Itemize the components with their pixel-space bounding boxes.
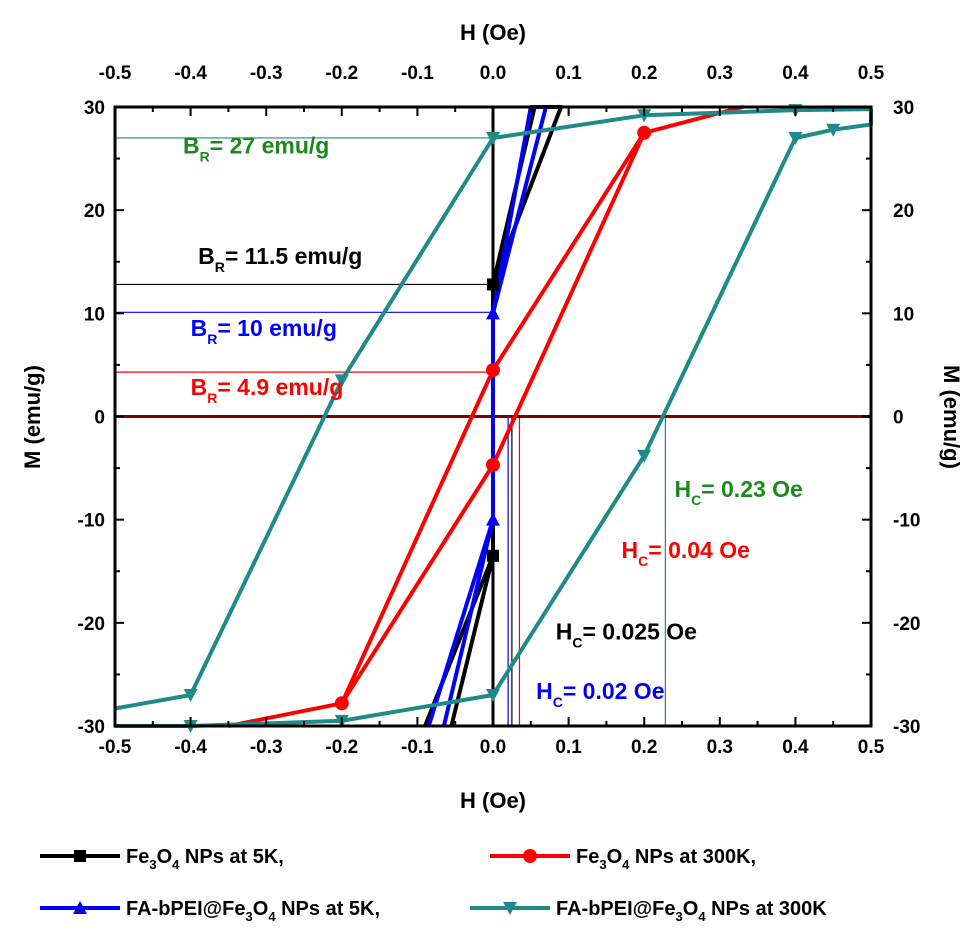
x-tick-label-bottom-5: 0.0 (480, 737, 506, 758)
series-3-marker-8 (486, 689, 500, 703)
x-tick-label-bottom-0: -0.5 (99, 737, 132, 758)
x-tick-label-bottom-10: 0.5 (858, 737, 885, 758)
y-tick-label-left-6: 30 (84, 98, 105, 119)
x-tick-label-top-9: 0.4 (782, 63, 809, 84)
annotation-2: BR= 10 emu/g (191, 315, 337, 347)
x-tick-label-top-3: -0.2 (325, 63, 358, 84)
series-3-marker-2 (486, 131, 500, 145)
y-tick-label-right-2: -10 (893, 511, 920, 532)
annotations: BR= 27 emu/g BR= 11.5 emu/g BR= 10 emu/g BR… (183, 132, 803, 710)
annotation-7: HC= 0.02 Oe (536, 678, 664, 710)
y-tick-label-left-4: 10 (84, 304, 105, 325)
y-tick-label-right-1: -20 (893, 614, 920, 635)
y-tick-label-left-1: -20 (78, 614, 105, 635)
x-axis-bottom-title: H (Oe) (460, 788, 526, 813)
x-tick-label-top-0: -0.5 (99, 63, 132, 84)
y-axis-right-title: M (emu/g) (939, 365, 960, 469)
legend-marker-2 (73, 901, 87, 914)
x-tick-label-top-1: -0.4 (174, 63, 207, 84)
x-tick-label-top-6: 0.1 (555, 63, 582, 84)
x-tick-label-bottom-7: 0.2 (631, 737, 657, 758)
annotation-0: BR= 27 emu/g (183, 132, 329, 164)
x-tick-label-top-4: -0.1 (401, 63, 434, 84)
y-tick-label-right-6: 30 (893, 98, 914, 119)
series-3-marker-6 (788, 131, 803, 145)
series-3-marker-0 (183, 689, 198, 703)
annotation-1: BR= 11.5 emu/g (198, 243, 362, 275)
y-axis-left-title: M (emu/g) (20, 365, 45, 469)
x-tick-label-top-2: -0.3 (250, 63, 283, 84)
series-1-marker-1 (486, 457, 500, 472)
annotation-5: HC= 0.04 Oe (622, 537, 750, 569)
x-tick-label-top-7: 0.2 (631, 63, 657, 84)
x-tick-label-bottom-9: 0.4 (782, 737, 809, 758)
y-tick-label-right-3: 0 (893, 408, 904, 429)
y-tick-label-right-0: -30 (893, 717, 920, 738)
series-line-1 (228, 105, 745, 728)
series-1-marker-3 (486, 363, 500, 378)
x-tick-label-top-8: 0.3 (707, 63, 733, 84)
annotation-6: HC= 0.025 Oe (556, 618, 697, 650)
series-0-marker-0 (487, 278, 499, 291)
series-3-marker-5 (826, 123, 841, 137)
legend-label-3: FA-bPEI@Fe3O4 NPs at 300K (556, 898, 827, 924)
series-3-marker-7 (637, 449, 652, 463)
series-2-marker-0 (486, 306, 500, 320)
x-tick-label-bottom-6: 0.1 (555, 737, 582, 758)
legend: Fe3O4 NPs at 5K, Fe3O4 NPs at 300K, FA-bPE… (40, 846, 827, 924)
x-tick-label-bottom-2: -0.3 (250, 737, 283, 758)
x-tick-label-bottom-8: 0.3 (707, 737, 733, 758)
x-tick-label-top-5: 0.0 (480, 63, 506, 84)
axis-ticks (114, 106, 872, 727)
series-1-marker-0 (334, 696, 349, 711)
annotation-3: BR= 4.9 emu/g (191, 374, 344, 406)
y-tick-label-left-0: -30 (78, 717, 105, 738)
legend-marker-3 (503, 902, 517, 915)
legend-label-2: FA-bPEI@Fe3O4 NPs at 5K, (126, 898, 380, 924)
annotation-4: HC= 0.23 Oe (674, 476, 802, 508)
legend-label-0: Fe3O4 NPs at 5K, (126, 846, 284, 872)
x-tick-label-bottom-1: -0.4 (174, 737, 207, 758)
x-tick-label-bottom-3: -0.2 (325, 737, 358, 758)
series-markers (183, 104, 841, 733)
legend-marker-0 (74, 850, 86, 862)
legend-label-1: Fe3O4 NPs at 300K, (576, 846, 756, 872)
y-tick-label-right-4: 10 (893, 304, 914, 325)
legend-marker-1 (523, 849, 537, 863)
series-1-marker-2 (637, 125, 652, 140)
y-tick-label-left-2: -10 (78, 511, 105, 532)
y-tick-label-left-5: 20 (84, 201, 105, 222)
series-0-marker-1 (487, 549, 499, 562)
y-tick-label-left-3: 0 (94, 408, 105, 429)
x-tick-label-bottom-4: -0.1 (401, 737, 434, 758)
series-2-marker-1 (486, 512, 500, 526)
x-axis-top-title: H (Oe) (460, 20, 526, 45)
series-3-marker-1 (334, 374, 349, 388)
tick-labels: -0.5 -0.5 -0.4 -0.4 -0.3 -0.3 -0.2 -0.2 -0.1 -0.1… (78, 63, 921, 758)
y-tick-label-right-5: 20 (893, 201, 914, 222)
x-tick-label-top-10: 0.5 (858, 63, 885, 84)
